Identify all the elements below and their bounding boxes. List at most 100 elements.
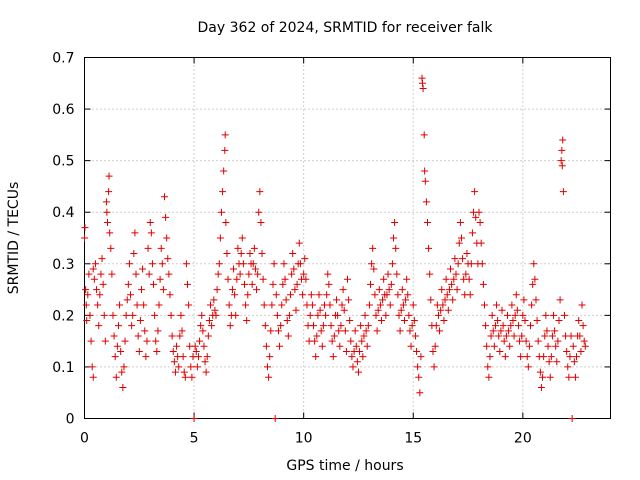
data-point: [82, 286, 90, 294]
data-point: [550, 311, 558, 319]
data-point: [345, 296, 353, 304]
data-point: [533, 317, 541, 325]
data-point: [237, 249, 245, 257]
data-point: [432, 322, 440, 330]
data-point: [375, 286, 383, 294]
data-point: [102, 198, 110, 206]
data-point: [121, 337, 129, 345]
data-point: [317, 327, 325, 335]
data-point: [154, 327, 162, 335]
data-point: [160, 193, 168, 201]
data-point: [422, 198, 430, 206]
data-point: [373, 327, 381, 335]
data-point: [503, 311, 511, 319]
data-point: [330, 332, 338, 340]
data-point: [520, 296, 528, 304]
data-point: [182, 260, 190, 268]
data-point: [506, 342, 514, 350]
data-point: [407, 342, 415, 350]
data-point: [307, 291, 315, 299]
data-point: [283, 317, 291, 325]
data-point: [358, 337, 366, 345]
data-point: [534, 337, 542, 345]
data-point: [135, 347, 143, 355]
data-point: [421, 167, 429, 175]
data-point: [324, 270, 332, 278]
data-point: [486, 353, 494, 361]
data-point: [315, 291, 323, 299]
data-point: [212, 311, 220, 319]
x-tick-label: 20: [514, 431, 532, 447]
data-point: [567, 332, 575, 340]
data-point: [415, 373, 423, 381]
data-point: [140, 301, 148, 309]
data-point: [402, 296, 410, 304]
data-point: [285, 311, 293, 319]
grid-layer: [84, 57, 611, 419]
data-point: [524, 363, 532, 371]
data-point: [368, 260, 376, 268]
data-point: [417, 353, 425, 361]
data-point: [430, 363, 438, 371]
data-point: [359, 353, 367, 361]
data-point: [205, 317, 213, 325]
data-point: [136, 317, 144, 325]
data-point: [185, 301, 193, 309]
data-point: [337, 322, 345, 330]
data-point: [169, 347, 177, 355]
data-point: [87, 337, 95, 345]
data-point: [379, 296, 387, 304]
data-point: [339, 286, 347, 294]
data-point: [500, 337, 508, 345]
data-point: [279, 280, 287, 288]
data-point: [299, 291, 307, 299]
data-point: [293, 280, 301, 288]
data-point: [374, 306, 382, 314]
data-point: [190, 415, 198, 422]
data-point: [416, 389, 424, 397]
data-point: [219, 188, 227, 196]
data-point: [282, 296, 290, 304]
data-point: [419, 84, 427, 92]
data-point: [431, 342, 439, 350]
data-point: [243, 317, 251, 325]
data-point: [537, 384, 545, 392]
data-point: [82, 301, 90, 309]
data-point: [497, 327, 505, 335]
data-point: [124, 280, 132, 288]
data-point: [111, 353, 119, 361]
data-point: [180, 368, 188, 376]
data-point: [411, 332, 419, 340]
data-point: [296, 260, 304, 268]
x-tick-label: 10: [295, 431, 313, 447]
data-point: [89, 265, 97, 273]
data-point: [558, 146, 566, 154]
data-point: [513, 306, 521, 314]
data-point: [448, 280, 456, 288]
data-point: [370, 265, 378, 273]
data-point: [89, 373, 97, 381]
data-point: [251, 265, 259, 273]
data-point: [134, 332, 142, 340]
data-point: [130, 249, 138, 257]
y-tick-label: 0.5: [52, 154, 74, 170]
data-point: [364, 322, 372, 330]
data-point: [177, 311, 185, 319]
data-point: [123, 296, 131, 304]
data-point: [194, 353, 202, 361]
data-point: [347, 337, 355, 345]
data-point: [511, 311, 519, 319]
data-point: [361, 311, 369, 319]
data-point: [203, 353, 211, 361]
data-point: [543, 327, 551, 335]
data-point: [559, 188, 567, 196]
data-point: [421, 177, 429, 185]
data-point: [151, 311, 159, 319]
data-point: [268, 301, 276, 309]
data-point: [221, 146, 229, 154]
data-point: [329, 353, 337, 361]
data-point: [302, 275, 310, 283]
data-point: [360, 332, 368, 340]
data-point: [445, 286, 453, 294]
data-point: [502, 332, 510, 340]
